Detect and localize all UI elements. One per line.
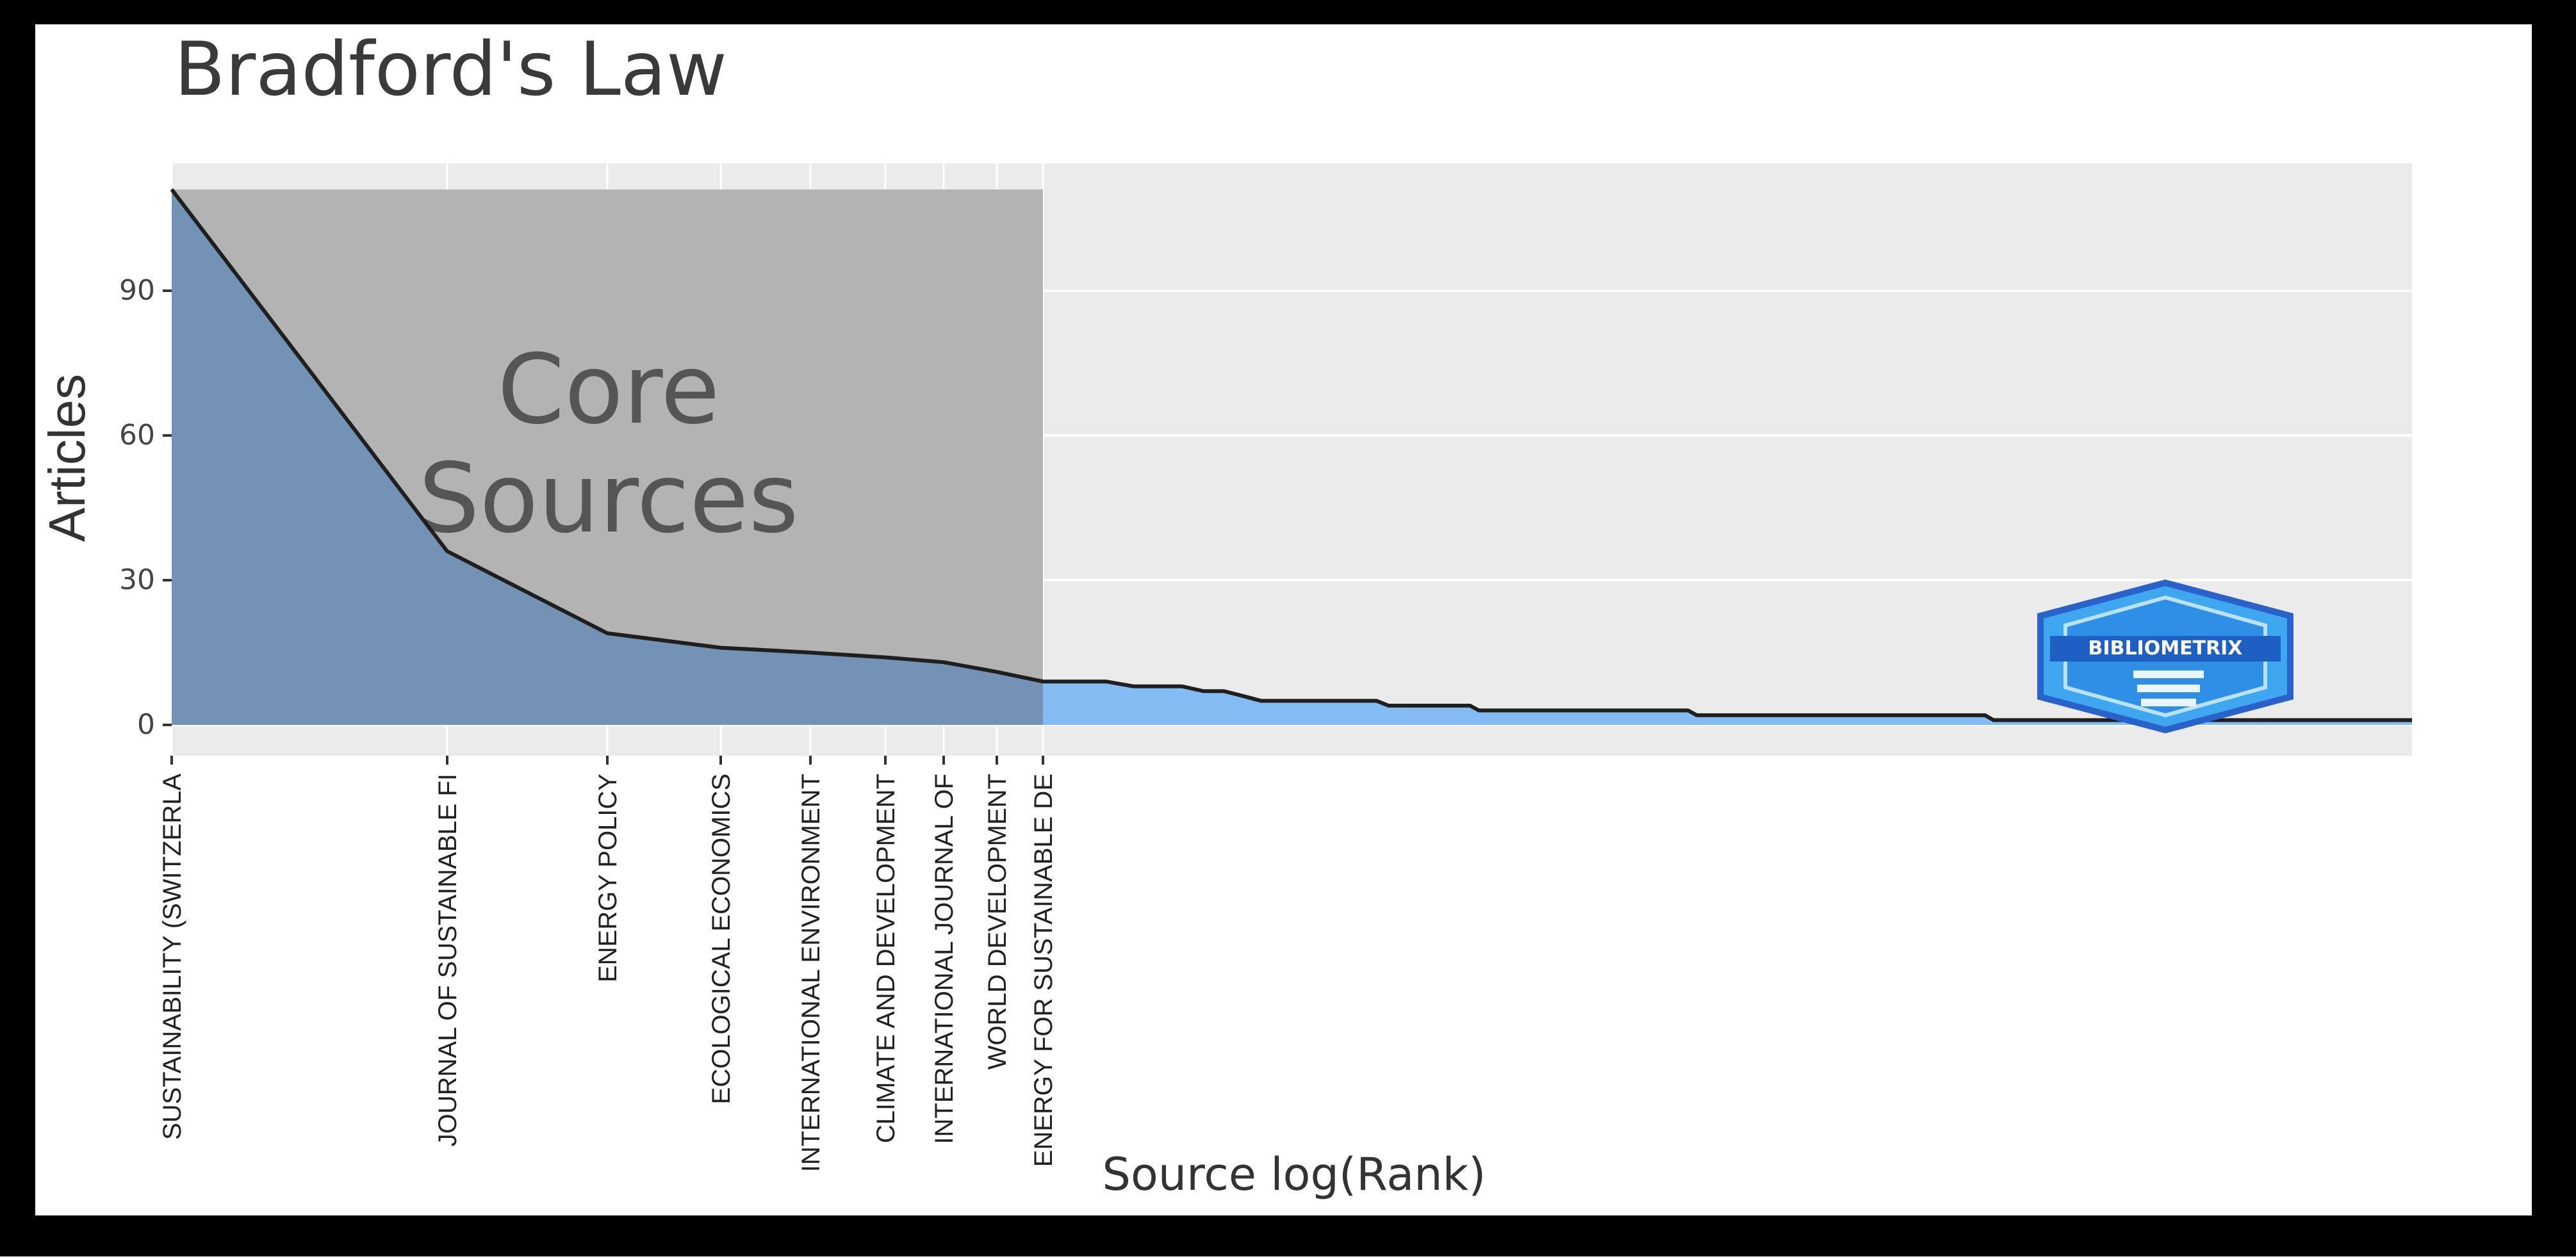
x-tick-label-7: INTERNATIONAL JOURNAL OF bbox=[930, 774, 958, 1144]
x-axis-label: Source log(Rank) bbox=[1103, 1148, 1486, 1201]
bibliometrix-logo-stripe-0 bbox=[2133, 670, 2204, 678]
tail-area bbox=[1043, 681, 2412, 725]
bibliometrix-logo-stripe-1 bbox=[2137, 685, 2200, 692]
core-area bbox=[172, 189, 1043, 725]
x-tick-label-6: CLIMATE AND DEVELOPMENT bbox=[872, 774, 900, 1143]
y-tick-label-60: 60 bbox=[119, 419, 155, 451]
y-tick-label-30: 30 bbox=[119, 564, 155, 596]
core-zone-label-line2: Sources bbox=[418, 443, 798, 555]
x-tick-label-1: SUSTAINABILITY (SWITZERLA bbox=[158, 774, 186, 1140]
bibliometrix-logo-band bbox=[2050, 636, 2281, 662]
chart-title: Bradford's Law bbox=[174, 26, 727, 113]
x-tick-label-5: INTERNATIONAL ENVIRONMENT bbox=[797, 774, 825, 1172]
x-tick-label-9: ENERGY FOR SUSTAINABLE DE bbox=[1030, 774, 1058, 1167]
x-tick-label-3: ENERGY POLICY bbox=[594, 774, 622, 982]
x-tick-label-2: JOURNAL OF SUSTAINABLE FI bbox=[434, 774, 462, 1146]
core-zone-label-line1: Core bbox=[497, 334, 719, 446]
y-tick-label-90: 90 bbox=[119, 274, 155, 307]
x-tick-label-4: ECOLOGICAL ECONOMICS bbox=[707, 774, 735, 1104]
y-axis-label: Articles bbox=[38, 374, 95, 542]
bibliometrix-logo-stripe-2 bbox=[2141, 699, 2196, 706]
bibliometrix-logo-text: BIBLIOMETRIX bbox=[2088, 637, 2243, 660]
y-tick-label-0: 0 bbox=[137, 708, 155, 741]
frequency-line bbox=[170, 188, 2412, 722]
x-tick-label-8: WORLD DEVELOPMENT bbox=[983, 774, 1012, 1069]
